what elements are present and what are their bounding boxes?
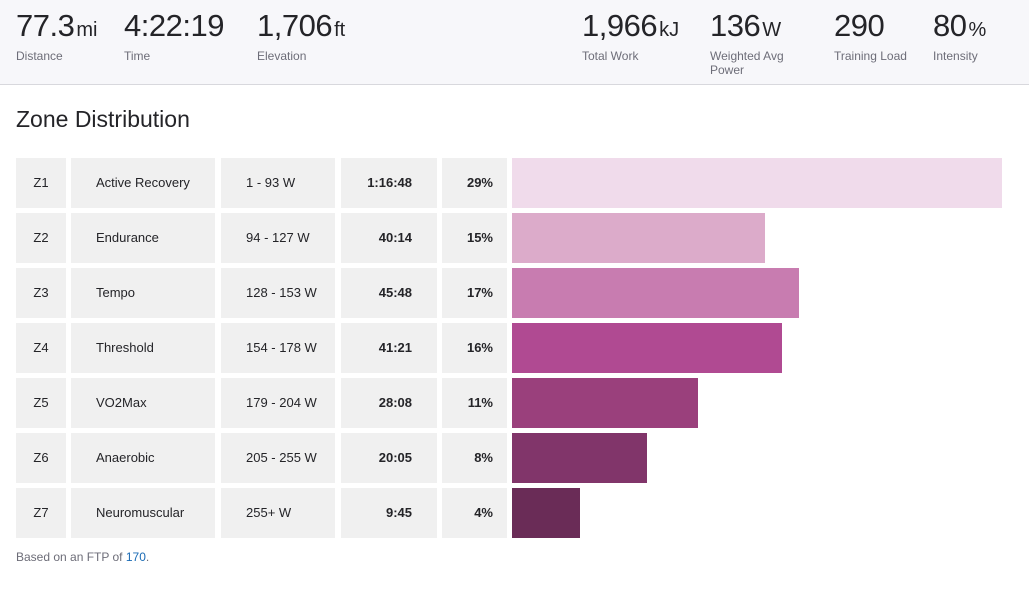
zone-percent: 17% xyxy=(442,268,507,318)
stat-number: 80 xyxy=(933,8,967,43)
stat-label: Time xyxy=(124,49,151,63)
zone-time: 20:05 xyxy=(341,433,437,483)
stat-label: Total Work xyxy=(582,49,639,63)
zone-row: Z2 Endurance 94 - 127 W 40:14 15% xyxy=(16,213,1016,263)
zone-bar xyxy=(512,213,765,263)
footnote-period: . xyxy=(145,550,150,564)
stat-intensity: 80% Intensity xyxy=(933,8,986,63)
stat-value: 77.3 mi xyxy=(16,8,97,48)
zone-time: 28:08 xyxy=(341,378,437,428)
stat-number: 77.3 xyxy=(16,8,75,43)
stat-value: 4:22:19 xyxy=(124,8,226,48)
zone-name: Anaerobic xyxy=(71,433,215,483)
zone-time: 45:48 xyxy=(341,268,437,318)
stat-unit: mi xyxy=(76,19,98,41)
zone-id: Z1 xyxy=(16,158,66,208)
stat-unit: % xyxy=(968,19,987,41)
zone-row: Z7 Neuromuscular 255+ W 9:45 4% xyxy=(16,488,1016,538)
zone-percent: 8% xyxy=(442,433,507,483)
zone-id: Z7 xyxy=(16,488,66,538)
zone-power-range: 255+ W xyxy=(221,488,335,538)
zone-bar xyxy=(512,378,698,428)
stat-unit: kJ xyxy=(659,19,680,41)
ftp-footnote: Based on an FTP of 170. xyxy=(16,550,149,564)
zone-name: Threshold xyxy=(71,323,215,373)
zone-id: Z6 xyxy=(16,433,66,483)
zone-id: Z3 xyxy=(16,268,66,318)
stat-label: Training Load xyxy=(834,49,907,63)
zone-percent: 15% xyxy=(442,213,507,263)
zone-percent: 11% xyxy=(442,378,507,428)
footnote-text: Based on an FTP of xyxy=(16,550,126,564)
zone-power-range: 128 - 153 W xyxy=(221,268,335,318)
zone-power-range: 154 - 178 W xyxy=(221,323,335,373)
zone-bar xyxy=(512,268,799,318)
stat-total-work: 1,966 kJ Total Work xyxy=(582,8,679,63)
zone-name: Tempo xyxy=(71,268,215,318)
stat-elevation: 1,706 ft Elevation xyxy=(257,8,345,63)
zone-id: Z5 xyxy=(16,378,66,428)
stat-number: 4:22:19 xyxy=(124,8,224,43)
zone-name: Neuromuscular xyxy=(71,488,215,538)
zone-bar xyxy=(512,323,782,373)
zone-power-range: 1 - 93 W xyxy=(221,158,335,208)
stat-value: 1,966 kJ xyxy=(582,8,679,48)
zone-bar xyxy=(512,433,647,483)
stat-distance: 77.3 mi Distance xyxy=(16,8,97,63)
zone-bar xyxy=(512,158,1002,208)
stat-label: Elevation xyxy=(257,49,307,63)
zone-id: Z4 xyxy=(16,323,66,373)
ftp-link[interactable]: 170 xyxy=(125,550,146,564)
zone-time: 41:21 xyxy=(341,323,437,373)
zone-percent: 16% xyxy=(442,323,507,373)
stat-label: Distance xyxy=(16,49,63,63)
zone-name: Endurance xyxy=(71,213,215,263)
zone-time: 40:14 xyxy=(341,213,437,263)
zone-row: Z6 Anaerobic 205 - 255 W 20:05 8% xyxy=(16,433,1016,483)
stat-time: 4:22:19 Time xyxy=(124,8,226,63)
stat-training-load: 290 Training Load xyxy=(834,8,907,63)
zone-percent: 29% xyxy=(442,158,507,208)
stat-value: 290 xyxy=(834,8,907,48)
stat-value: 1,706 ft xyxy=(257,8,345,48)
zone-id: Z2 xyxy=(16,213,66,263)
stat-number: 136 xyxy=(710,8,761,43)
stat-number: 1,966 xyxy=(582,8,658,43)
zone-bar xyxy=(512,488,580,538)
stat-label: Intensity xyxy=(933,49,978,63)
activity-stats-bar: 77.3 mi Distance 4:22:19 Time 1,706 ft Ele… xyxy=(0,0,1029,85)
zone-percent: 4% xyxy=(442,488,507,538)
zone-row: Z3 Tempo 128 - 153 W 45:48 17% xyxy=(16,268,1016,318)
stat-number: 1,706 xyxy=(257,8,333,43)
stat-weighted-avg-power: 136 W Weighted Avg Power xyxy=(710,8,810,77)
zone-name: Active Recovery xyxy=(71,158,215,208)
stat-value: 80% xyxy=(933,8,986,48)
section-title: Zone Distribution xyxy=(16,106,190,132)
stat-value: 136 W xyxy=(710,8,810,48)
zone-name: VO2Max xyxy=(71,378,215,428)
zone-power-range: 94 - 127 W xyxy=(221,213,335,263)
stat-unit: ft xyxy=(334,19,346,41)
stat-unit: W xyxy=(762,19,782,41)
zone-row: Z4 Threshold 154 - 178 W 41:21 16% xyxy=(16,323,1016,373)
stat-number: 290 xyxy=(834,8,885,43)
zone-time: 9:45 xyxy=(341,488,437,538)
zone-power-range: 205 - 255 W xyxy=(221,433,335,483)
zone-power-range: 179 - 204 W xyxy=(221,378,335,428)
zone-row: Z5 VO2Max 179 - 204 W 28:08 11% xyxy=(16,378,1016,428)
stat-label: Weighted Avg Power xyxy=(710,49,784,77)
zone-row: Z1 Active Recovery 1 - 93 W 1:16:48 29% xyxy=(16,158,1016,208)
zone-time: 1:16:48 xyxy=(341,158,437,208)
